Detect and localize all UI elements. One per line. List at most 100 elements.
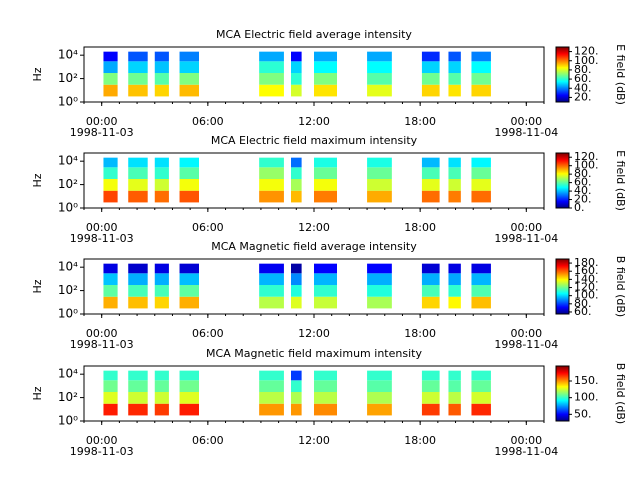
- heat-cell: [367, 84, 392, 97]
- heat-cell: [154, 380, 169, 393]
- colorbar-slice: [556, 178, 569, 180]
- colorbar-slice: [556, 391, 569, 393]
- colorbar-tick-label: 40.: [574, 81, 592, 94]
- colorbar-slice: [556, 156, 569, 158]
- colorbar-slice: [556, 276, 569, 278]
- heat-cell: [103, 61, 118, 74]
- heat-cell: [314, 263, 337, 274]
- colorbar-slice: [556, 404, 569, 406]
- heat-cell: [291, 84, 302, 97]
- heat-cell: [291, 179, 302, 191]
- heat-cell: [421, 167, 440, 180]
- colorbar-label: E field (dB): [614, 44, 627, 105]
- x-tick-label: 00:00: [510, 115, 542, 128]
- heat-cell: [179, 370, 199, 381]
- colorbar-slice: [556, 188, 569, 190]
- heat-cell: [314, 190, 337, 203]
- heat-cell: [128, 179, 148, 191]
- x-date-label: 1998-11-04: [494, 338, 558, 351]
- heat-cell: [314, 392, 337, 404]
- y-tick-label: 10⁴: [58, 260, 78, 274]
- colorbar-slice: [556, 61, 569, 63]
- colorbar-slice: [556, 285, 569, 287]
- colorbar-slice: [556, 155, 569, 157]
- colorbar-tick-label: 80.: [574, 167, 592, 180]
- colorbar-tick-label: 80.: [574, 297, 592, 310]
- colorbar-tick-label: 20.: [574, 90, 592, 103]
- colorbar-slice: [556, 409, 569, 411]
- heat-cell: [259, 392, 284, 404]
- colorbar-slice: [556, 410, 569, 412]
- heat-cell: [314, 157, 337, 168]
- heat-cell: [259, 51, 284, 62]
- heat-cell: [448, 179, 461, 191]
- heat-cell: [421, 370, 440, 381]
- heat-cell: [471, 190, 491, 203]
- colorbar-slice: [556, 89, 569, 91]
- colorbar-slice: [556, 55, 569, 57]
- colorbar-slice: [556, 185, 569, 187]
- heat-cell: [291, 273, 302, 286]
- colorbar-slice: [556, 57, 569, 59]
- heat-cell: [291, 61, 302, 74]
- colorbar-slice: [556, 292, 569, 294]
- heat-cell: [128, 51, 148, 62]
- colorbar-slice: [556, 303, 569, 305]
- heat-cell: [471, 84, 491, 97]
- heat-cell: [367, 296, 392, 309]
- heat-cell: [471, 403, 491, 416]
- heat-cell: [103, 157, 118, 168]
- colorbar-slice: [556, 388, 569, 390]
- colorbar-slice: [556, 291, 569, 293]
- colorbar-slice: [556, 75, 569, 77]
- heat-cell: [128, 392, 148, 404]
- colorbar-slice: [556, 383, 569, 385]
- heat-cell: [179, 403, 199, 416]
- colorbar-slice: [556, 381, 569, 383]
- heat-cell: [128, 403, 148, 416]
- colorbar-slice: [556, 206, 569, 208]
- colorbar-slice: [556, 302, 569, 304]
- heat-cell: [128, 380, 148, 393]
- colorbar-slice: [556, 68, 569, 70]
- heat-cell: [291, 380, 302, 393]
- y-tick-label: 10²: [58, 71, 78, 85]
- heat-cell: [448, 263, 461, 274]
- heat-cell: [291, 190, 302, 203]
- heat-cell: [448, 370, 461, 381]
- heat-cell: [179, 263, 199, 274]
- colorbar-slice: [556, 301, 569, 303]
- colorbar-slice: [556, 200, 569, 202]
- y-tick-label: 10⁰: [58, 201, 78, 215]
- panel-title: MCA Magnetic field maximum intensity: [206, 347, 422, 360]
- heat-cell: [448, 296, 461, 309]
- heat-cell: [103, 84, 118, 97]
- colorbar-slice: [556, 47, 569, 49]
- heat-cell: [291, 73, 302, 85]
- heat-cell: [471, 392, 491, 404]
- x-date-label: 1998-11-03: [70, 232, 134, 245]
- colorbar-slice: [556, 172, 569, 174]
- colorbar-slice: [556, 169, 569, 171]
- y-tick-label: 10⁴: [58, 367, 78, 381]
- heat-cell: [471, 380, 491, 393]
- colorbar-slice: [556, 304, 569, 306]
- heat-cell: [471, 73, 491, 85]
- y-tick-label: 10²: [58, 390, 78, 404]
- heat-cell: [448, 157, 461, 168]
- heat-cell: [421, 61, 440, 74]
- x-tick-label: 00:00: [510, 221, 542, 234]
- y-tick-label: 10⁰: [58, 95, 78, 109]
- heat-cell: [314, 179, 337, 191]
- colorbar-slice: [556, 203, 569, 205]
- heat-cell: [154, 370, 169, 381]
- heat-cell: [471, 296, 491, 309]
- colorbar-slice: [556, 399, 569, 401]
- y-tick-label: 10²: [58, 283, 78, 297]
- colorbar-slice: [556, 154, 569, 156]
- heat-cell: [448, 190, 461, 203]
- colorbar-slice: [556, 182, 569, 184]
- colorbar-slice: [556, 187, 569, 189]
- colorbar-tick-label: 20.: [574, 193, 592, 206]
- colorbar-tick-label: 50.: [574, 407, 592, 420]
